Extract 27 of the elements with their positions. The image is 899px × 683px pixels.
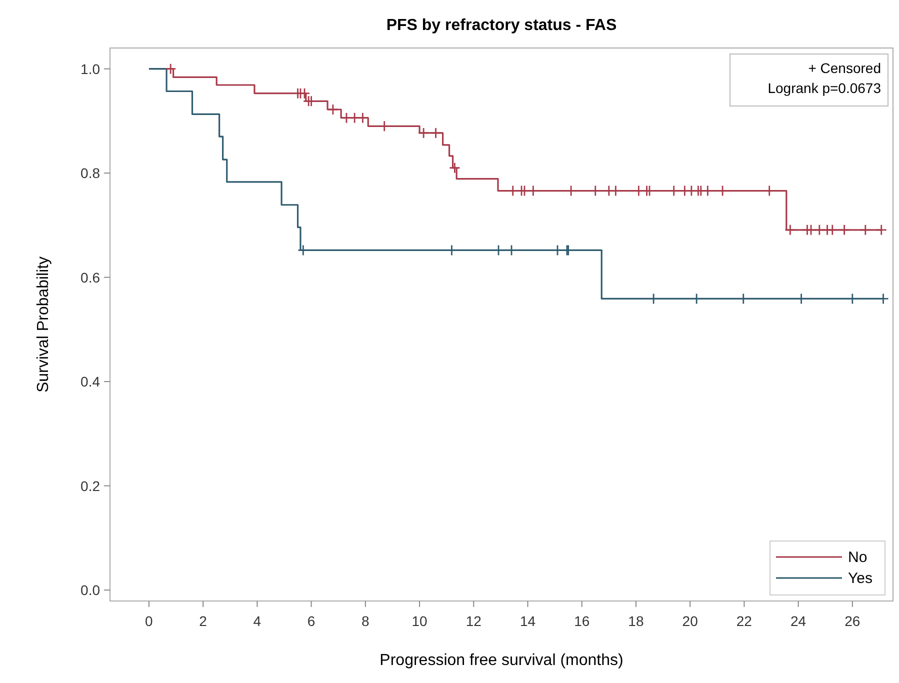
annotation: Logrank p=0.0673	[768, 80, 882, 96]
y-tick-label: 0.6	[80, 269, 100, 286]
x-tick-label: 26	[844, 613, 860, 629]
x-tick-label: 4	[253, 613, 262, 629]
y-tick-label: 0.2	[80, 478, 100, 494]
x-tick-label: 16	[574, 613, 590, 629]
x-tick-label: 10	[412, 613, 428, 629]
x-axis-title: Progression free survival (months)	[380, 652, 624, 669]
annotation: + Censored	[808, 60, 881, 76]
x-tick-label: 18	[628, 613, 644, 629]
x-tick-label: 8	[362, 613, 370, 629]
legend-label: Yes	[848, 570, 872, 587]
y-axis-title: Survival Probability	[35, 256, 52, 393]
x-tick-label: 2	[199, 613, 208, 629]
y-tick-label: 1.0	[80, 60, 100, 77]
chart-title: PFS by refractory status - FAS	[386, 17, 617, 34]
x-tick-label: 12	[466, 613, 482, 629]
y-tick-label: 0.4	[80, 374, 100, 390]
x-tick-label: 24	[790, 613, 806, 629]
legend-label: No	[848, 549, 868, 566]
x-tick-label: 20	[682, 613, 698, 629]
x-tick-label: 14	[520, 613, 536, 629]
y-tick-label: 0.0	[80, 582, 100, 598]
x-tick-label: 6	[307, 613, 316, 629]
x-tick-label: 22	[736, 613, 752, 629]
x-tick-label: 0	[145, 613, 154, 629]
y-tick-label: 0.8	[80, 165, 100, 182]
